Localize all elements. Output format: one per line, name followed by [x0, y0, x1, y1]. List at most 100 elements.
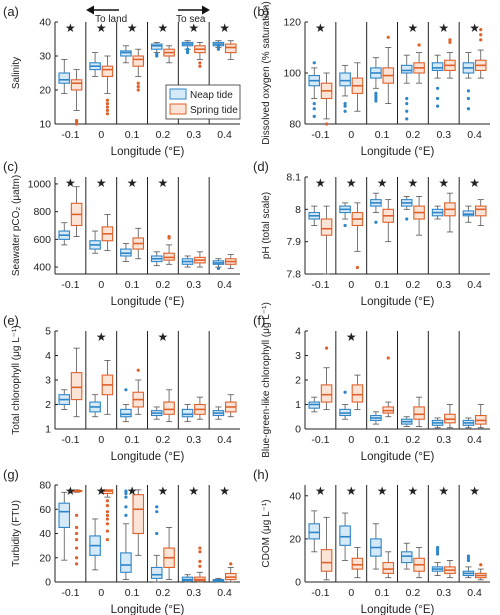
- outlier-point: [124, 489, 128, 493]
- neap-tide-box: [339, 512, 351, 561]
- neap-tide-box: [120, 489, 132, 580]
- box-iqr: [120, 50, 132, 57]
- spring-tide-box: [163, 45, 175, 64]
- significance-star: ★: [469, 21, 480, 35]
- outlier-point: [435, 104, 440, 108]
- box-iqr: [70, 372, 83, 401]
- x-tick-label: 0.2: [156, 129, 171, 141]
- spring-tide-box: [413, 43, 425, 84]
- outlier-point: [155, 531, 159, 536]
- spring-tide-box: [351, 374, 364, 410]
- outlier-point: [74, 546, 79, 550]
- outlier-point: [343, 223, 347, 228]
- box-iqr: [351, 384, 364, 403]
- outlier-point: [105, 98, 110, 102]
- outlier-point: [155, 510, 159, 514]
- neap-tide-box: [370, 523, 382, 570]
- box-iqr: [132, 55, 145, 67]
- significance-star: ★: [408, 484, 419, 498]
- x-axis-label: Longitude (°E): [361, 146, 435, 158]
- x-tick-label: 0.1: [125, 279, 140, 291]
- outlier-point: [229, 562, 233, 566]
- significance-star: ★: [346, 176, 357, 190]
- outlier-point: [198, 564, 202, 568]
- spring-tide-box: [70, 69, 83, 126]
- x-tick-label: -0.1: [311, 434, 329, 446]
- significance-star: ★: [377, 176, 388, 190]
- significance-star: ★: [127, 21, 138, 35]
- significance-star: ★: [65, 176, 76, 190]
- x-tick-label: 0.2: [406, 279, 421, 291]
- x-tick-label: 0.2: [406, 129, 421, 141]
- spring-tide-box: [224, 394, 237, 418]
- neap-tide-box: [150, 406, 163, 420]
- neap-tide-box: [431, 205, 444, 220]
- spring-tide-box: [163, 527, 175, 580]
- panel-a: (a) 10 20 30 40 Salinity -0.1 0 0.1 0.2 0.3 0.4 Long…: [3, 4, 240, 158]
- outlier-point: [386, 35, 390, 39]
- neap-tide-box: [120, 45, 132, 64]
- box-iqr: [462, 210, 475, 217]
- significance-star: ★: [96, 21, 107, 35]
- outlier-point: [343, 102, 347, 106]
- y-tick-label: 40: [39, 17, 51, 29]
- neap-tide-box: [431, 545, 444, 576]
- outlier-point: [198, 61, 202, 65]
- outlier-point: [124, 505, 128, 509]
- y-tick-label: 60: [39, 504, 51, 516]
- outlier-point: [105, 510, 110, 514]
- neap-tide-box: [431, 417, 444, 429]
- significance-star: ★: [315, 176, 326, 190]
- outlier-point: [374, 96, 378, 101]
- legend-swatch-neap: [169, 88, 187, 100]
- x-tick-label: 0.4: [217, 434, 232, 446]
- significance-star: ★: [96, 330, 107, 344]
- outlier-point: [167, 234, 171, 239]
- x-tick-label: 0: [98, 434, 104, 446]
- x-tick-label: 0.1: [375, 129, 390, 141]
- spring-tide-box: [101, 55, 114, 116]
- y-tick-label: 8.1: [286, 172, 301, 184]
- outlier-point: [374, 220, 378, 224]
- outlier-point: [105, 112, 110, 116]
- outlier-point: [105, 108, 110, 112]
- outlier-point: [105, 499, 110, 503]
- significance-star: ★: [346, 484, 357, 498]
- y-tick-label: 5: [45, 326, 51, 338]
- y-tick-label: 10: [39, 119, 51, 131]
- box-iqr: [132, 494, 145, 535]
- y-tick-label: 1: [45, 424, 51, 436]
- outlier-point: [355, 265, 360, 270]
- box-iqr: [70, 79, 83, 91]
- spring-tide-box: [224, 254, 237, 269]
- neap-tide-box: [150, 251, 163, 267]
- outlier-point: [435, 545, 440, 550]
- x-tick-label: -0.1: [61, 279, 79, 291]
- spring-tide-box: [351, 62, 364, 112]
- outlier-point: [324, 346, 329, 350]
- neap-tide-box: [89, 394, 101, 418]
- box-iqr: [320, 384, 333, 403]
- x-tick-label: 0.2: [156, 587, 171, 599]
- significance-star: ★: [158, 21, 169, 35]
- spring-tide-box: [163, 234, 175, 265]
- box-iqr: [339, 72, 351, 87]
- y-axis-label: Salinity: [11, 57, 22, 89]
- y-axis-label: Total chlorophyll (μg L⁻¹): [11, 325, 22, 434]
- y-tick-label: 80: [39, 480, 51, 492]
- significance-star: ★: [438, 176, 449, 190]
- y-tick-label: 2: [45, 399, 51, 411]
- neap-tide-box: [89, 52, 101, 77]
- x-tick-label: 0.4: [467, 129, 482, 141]
- neap-tide-box: [431, 54, 444, 108]
- box-iqr: [320, 218, 333, 236]
- y-tick-label: 7.9: [286, 236, 301, 248]
- outlier-point: [479, 563, 483, 567]
- spring-tide-box: [382, 356, 395, 418]
- x-tick-label: 0.3: [186, 434, 201, 446]
- significance-star: ★: [315, 21, 326, 35]
- neap-tide-box: [58, 59, 71, 94]
- box-iqr: [163, 401, 175, 415]
- outlier-point: [105, 537, 110, 542]
